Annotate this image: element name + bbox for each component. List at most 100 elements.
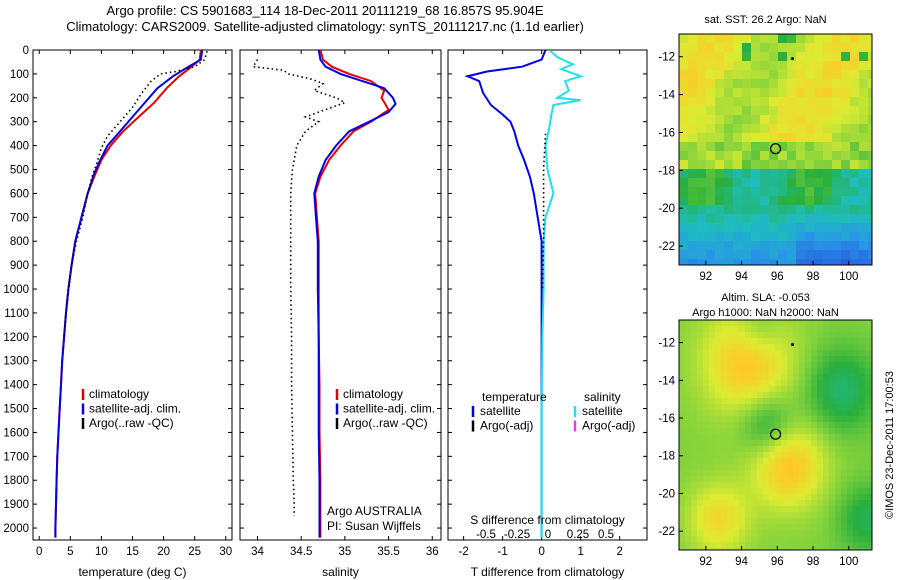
heatmap-cell (847, 470, 854, 477)
heatmap-cell (865, 404, 872, 411)
heatmap-cell (715, 398, 722, 405)
heatmap-cell (727, 488, 734, 495)
x-tick-label-top: 0.25 (567, 529, 589, 541)
heatmap-cell (685, 512, 692, 519)
heatmap-cell (775, 392, 782, 399)
heatmap-cell (793, 464, 800, 471)
heatmap-cell (706, 196, 716, 206)
heatmap-cell (685, 434, 692, 441)
heatmap-cell (709, 440, 716, 447)
heatmap-cell (841, 259, 851, 265)
heatmap-cell (709, 350, 716, 357)
heatmap-cell (751, 482, 758, 489)
heatmap-cell (679, 178, 689, 188)
heatmap-cell (814, 142, 824, 152)
heatmap-cell (721, 452, 728, 459)
difference-panel: -2 -1 0 1 2T difference from climatologytemp… (447, 49, 648, 579)
heatmap-cell (763, 482, 770, 489)
heatmap-cell (715, 350, 722, 357)
heatmap-cell (859, 43, 869, 53)
heatmap-cell (793, 500, 800, 507)
heatmap-cell (835, 440, 842, 447)
heatmap-cell (769, 362, 776, 369)
heatmap-cell (781, 458, 788, 465)
heatmap-cell (775, 512, 782, 519)
heatmap-cell (799, 494, 806, 501)
heatmap-cell (721, 362, 728, 369)
heatmap-cell (796, 115, 806, 125)
heatmap-cell (859, 500, 866, 507)
heatmap-cell (733, 512, 740, 519)
heatmap-cell (739, 428, 746, 435)
heatmap-cell (841, 34, 851, 44)
heatmap-cell (805, 205, 815, 215)
heatmap-cell (853, 350, 860, 357)
heatmap-cell (709, 380, 716, 387)
heatmap-cell (814, 259, 824, 265)
heatmap-cell (679, 88, 689, 98)
heatmap-cell (727, 326, 734, 333)
heatmap-cell (691, 482, 698, 489)
heatmap-cell (727, 530, 734, 537)
heatmap-cell (751, 151, 761, 161)
heatmap-cell (829, 416, 836, 423)
heatmap-cell (859, 392, 866, 399)
heatmap-cell (688, 106, 698, 116)
heatmap-cell (751, 124, 761, 134)
heatmap-cell (679, 410, 686, 417)
heatmap-cell (841, 214, 851, 224)
heatmap-cell (706, 241, 716, 251)
heatmap-cell (685, 494, 692, 501)
heatmap-cell (859, 380, 866, 387)
y-tick-label: -20 (658, 488, 675, 500)
heatmap-cell (709, 452, 716, 459)
heatmap-cell (703, 368, 710, 375)
heatmap-cell (679, 169, 689, 179)
heatmap-cell (859, 259, 869, 265)
heatmap-cell (760, 205, 770, 215)
heatmap-cell (757, 530, 764, 537)
y-tick-label: 1300 (3, 356, 29, 368)
heatmap-cell (697, 97, 707, 107)
heatmap-cell (733, 356, 740, 363)
heatmap-cell (679, 350, 686, 357)
heatmap-cell (697, 470, 704, 477)
heatmap-cell (751, 169, 761, 179)
heatmap-cell (841, 434, 848, 441)
heatmap-cell (706, 214, 716, 224)
heatmap-cell (688, 133, 698, 143)
heatmap-cell (706, 223, 716, 233)
heatmap-cell (715, 320, 722, 327)
heatmap-cell (706, 187, 716, 197)
heatmap-cell (709, 512, 716, 519)
heatmap-cell (715, 452, 722, 459)
heatmap-cell (715, 79, 725, 89)
heatmap-cell (793, 410, 800, 417)
heatmap-cell (805, 70, 815, 80)
heatmap-cell (823, 512, 830, 519)
heatmap-cell (799, 500, 806, 507)
heatmap-cell (751, 524, 758, 531)
heatmap-cell (865, 356, 872, 363)
heatmap-cell (835, 434, 842, 441)
y-tick-label: -22 (658, 526, 675, 538)
plot-frame (447, 49, 648, 541)
heatmap-cell (787, 446, 794, 453)
heatmap-cell (793, 446, 800, 453)
heatmap-cell (829, 488, 836, 495)
heatmap-cell (817, 494, 824, 501)
heatmap-cell (727, 464, 734, 471)
heatmap-cell (793, 368, 800, 375)
heatmap-cell (757, 476, 764, 483)
heatmap-cell (757, 428, 764, 435)
heatmap-cell (751, 488, 758, 495)
heatmap-cell (853, 464, 860, 471)
heatmap-cell (787, 500, 794, 507)
heatmap-cell (706, 88, 716, 98)
heatmap-cell (847, 542, 854, 549)
heatmap-cell (811, 368, 818, 375)
x-tick-label-top: 0.5 (598, 529, 614, 541)
heatmap-cell (868, 178, 872, 188)
heatmap-cell (715, 368, 722, 375)
heatmap-cell (709, 518, 716, 525)
